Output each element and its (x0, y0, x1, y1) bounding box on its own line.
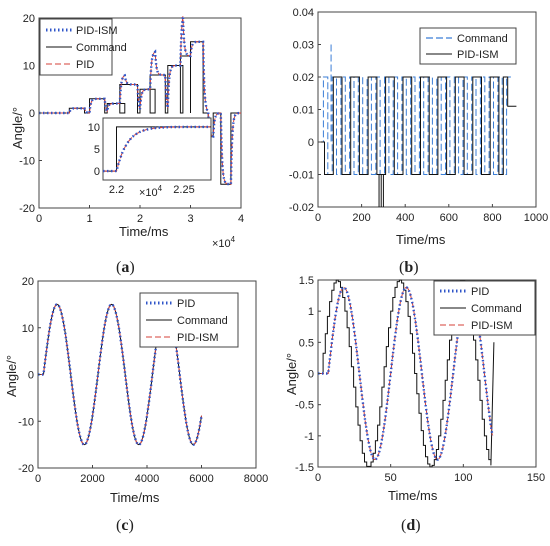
x-tick-label: 50 (385, 472, 397, 484)
y-tick-label: -0.01 (289, 170, 314, 182)
x-axis-label: Time/ms (388, 488, 438, 503)
inset-plot: 2.2 2.25 0 5 10 (88, 122, 211, 196)
y-tick-label: 10 (23, 61, 35, 73)
x-tick-label: 3 (187, 213, 193, 225)
legend-label-command: Command (457, 33, 508, 45)
y-tick-label: 1 (308, 306, 314, 318)
series-pid-ism (318, 76, 517, 175)
x-tick-label: 100 (454, 472, 472, 484)
x-tick-label: 8000 (244, 473, 268, 485)
x-tick-label: 600 (440, 212, 458, 224)
y-axis-label: Angle/° (10, 107, 25, 149)
legend: PID Command PID-ISM (433, 280, 536, 336)
panel-a: 0 1 2 3 4 -20 -10 0 10 20 Time/ms Angle/° ×104 2.… (10, 13, 244, 276)
tick-labels: 0 2000 4000 6000 8000 -20 -10 0 10 20 (18, 276, 268, 485)
x-tick-label: 1 (86, 213, 92, 225)
inset-x-tick-label: 2.2 (109, 184, 124, 196)
legend-label-pid: PID (76, 59, 94, 71)
y-tick-label: -1 (304, 431, 314, 443)
inset-y-tick-label: 5 (94, 144, 100, 156)
x-tick-label: 400 (396, 212, 414, 224)
x-tick-label: 0 (36, 213, 42, 225)
x-tick-label: 200 (352, 212, 370, 224)
legend-label-pid: PID (177, 298, 195, 310)
x-tick-label: 0 (315, 212, 321, 224)
tick-labels: 0 50 100 150 -1.5 -1 -0.5 0 0.5 1 1.5 (295, 275, 545, 484)
y-tick-label: 10 (22, 323, 34, 335)
legend-box (419, 27, 517, 65)
x-tick-label: 0 (35, 473, 41, 485)
panel-b: 0 200 400 600 800 1000 -0.02 -0.01 0 0.01 0.02 0.03… (289, 7, 548, 276)
x-tick-label: 2 (137, 213, 143, 225)
panel-d: 0 50 100 150 -1.5 -1 -0.5 0 0.5 1 1.5 Time/ms Angl… (284, 275, 545, 534)
y-tick-label: 20 (22, 276, 34, 288)
y-axis-label: Angle/° (4, 355, 19, 397)
y-tick-label: -20 (19, 203, 35, 215)
y-tick-label: 0.5 (299, 337, 314, 349)
y-tick-label: -10 (18, 416, 34, 428)
legend-label-pid-ism: PID-ISM (471, 320, 513, 332)
y-axis-label: Angle/° (284, 353, 299, 395)
y-tick-label: 1.5 (299, 275, 314, 287)
series-pid-ism (38, 303, 202, 446)
x-tick-label: 1000 (524, 212, 548, 224)
tick-labels: 0 200 400 600 800 1000 -0.02 -0.01 0 0.01 0.02 0.03… (289, 7, 548, 224)
y-tick-label: -0.5 (295, 400, 314, 412)
x-tick-label: 0 (315, 472, 321, 484)
y-tick-label: -10 (19, 156, 35, 168)
y-tick-label: 0.03 (293, 40, 314, 52)
y-tick-label: 0 (28, 370, 34, 382)
legend: Command PID-ISM (419, 27, 517, 65)
y-tick-label: 0 (308, 137, 314, 149)
legend-label-command: Command (471, 303, 522, 315)
x-tick-label: 2000 (80, 473, 104, 485)
y-tick-label: -20 (18, 463, 34, 475)
x-tick-label: 4000 (135, 473, 159, 485)
x-axis-label: Time/ms (119, 224, 169, 239)
caption-c: (c) (116, 517, 134, 534)
legend-label-pid-ism: PID-ISM (177, 332, 219, 344)
plot-area (318, 44, 517, 207)
series-pid-ism (39, 16, 241, 186)
tick-labels: 0 1 2 3 4 -20 -10 0 10 20 (19, 13, 244, 225)
x-axis-label: Time/ms (396, 232, 446, 247)
x-tick-label: 150 (527, 472, 545, 484)
x-multiplier-inset: ×104 (139, 184, 163, 199)
panel-c: 0 2000 4000 6000 8000 -20 -10 0 10 20 Time/ms Ang… (4, 276, 268, 534)
x-axis-label: Time/ms (110, 490, 160, 505)
legend-label-command: Command (76, 42, 127, 54)
caption-a: (a) (116, 259, 135, 276)
y-tick-label: 0.02 (293, 72, 314, 84)
legend: PID Command PID-ISM (139, 292, 239, 348)
y-tick-label: 20 (23, 13, 35, 25)
inset-chart: 2.2 2.25 0 5 10 ×104 (88, 117, 212, 199)
inset-series-pid-ism (103, 125, 211, 173)
legend-box (39, 18, 113, 76)
caption-b: (b) (399, 259, 419, 276)
x-multiplier: ×104 (212, 235, 236, 250)
legend-label-pid: PID (471, 286, 489, 298)
y-tick-label: 0 (308, 369, 314, 381)
legend: PID-ISM Command PID (39, 18, 127, 76)
x-tick-label: 6000 (189, 473, 213, 485)
y-tick-label: -0.02 (289, 202, 314, 214)
inset-y-tick-label: 10 (88, 122, 100, 134)
y-tick-label: -1.5 (295, 462, 314, 474)
x-tick-label: 4 (238, 213, 244, 225)
series-pid (318, 286, 494, 461)
y-tick-label: 0.04 (293, 7, 314, 19)
legend-label-pid-ism: PID-ISM (457, 49, 499, 61)
inset-x-tick-label: 2.25 (173, 184, 194, 196)
legend-label-pid-ism: PID-ISM (76, 25, 118, 37)
inset-frame (102, 117, 212, 181)
inset-y-tick-label: 0 (94, 166, 100, 178)
caption-d: (d) (401, 517, 421, 534)
x-tick-label: 800 (483, 212, 501, 224)
y-tick-label: 0.01 (293, 105, 314, 117)
legend-label-command: Command (177, 315, 228, 327)
y-tick-label: 0 (29, 108, 35, 120)
